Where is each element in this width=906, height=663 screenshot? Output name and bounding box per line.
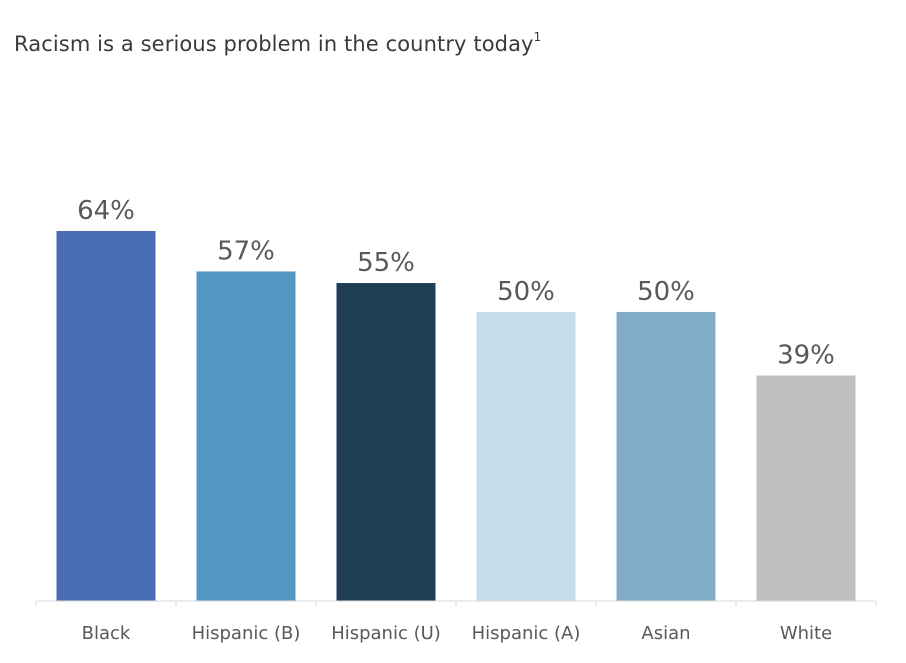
chart-title: Racism is a serious problem in the count… — [14, 30, 542, 56]
category-labels-group: Black Hispanic (B) Hispanic (U) Hispanic (A… — [82, 623, 833, 644]
bar-hispanic-u — [336, 283, 436, 601]
category-label-hispanic-b: Hispanic (B) — [192, 623, 301, 644]
value-label-hispanic-a: 50% — [497, 277, 555, 307]
value-label-asian: 50% — [637, 277, 695, 307]
category-label-asian: Asian — [641, 623, 690, 644]
title-footnote: 1 — [533, 30, 542, 44]
category-label-hispanic-u: Hispanic (U) — [331, 623, 441, 644]
value-labels-group: 64% 57% 55% 50% 50% 39% — [77, 196, 835, 371]
category-label-white: White — [780, 623, 832, 644]
bar-black — [56, 231, 156, 601]
value-label-hispanic-u: 55% — [357, 248, 415, 278]
value-label-white: 39% — [777, 341, 835, 371]
bar-asian — [616, 311, 716, 601]
category-label-hispanic-a: Hispanic (A) — [472, 623, 581, 644]
bar-hispanic-b — [196, 271, 296, 601]
bar-hispanic-a — [476, 311, 576, 601]
bar-white — [756, 375, 856, 601]
value-label-black: 64% — [77, 196, 135, 226]
category-label-black: Black — [82, 623, 131, 644]
bars-group — [56, 231, 856, 601]
chart-title-text: Racism is a serious problem in the count… — [14, 32, 534, 56]
x-axis-ticks — [35, 601, 877, 606]
value-label-hispanic-b: 57% — [217, 236, 275, 266]
